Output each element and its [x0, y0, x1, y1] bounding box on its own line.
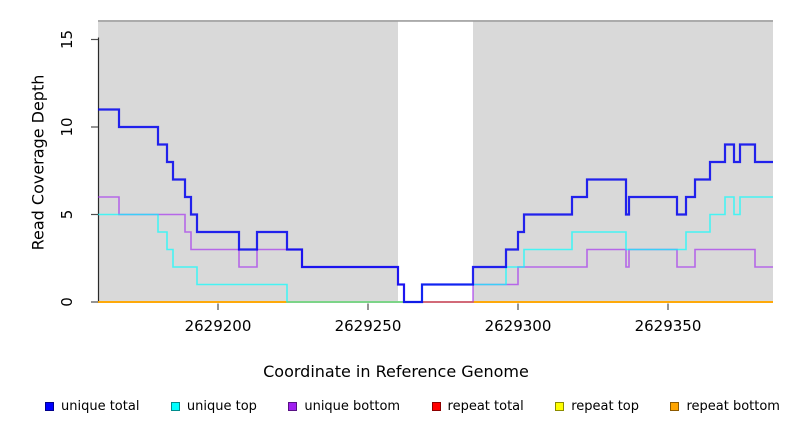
legend-label: unique top	[186, 399, 257, 414]
legend-item-repeat-total: repeat total	[431, 399, 524, 414]
series-unique-top	[98, 196, 773, 303]
legend-swatch-icon	[555, 402, 565, 411]
y-tick-label: 15	[58, 30, 76, 49]
y-tick-label: 10	[58, 117, 76, 136]
y-tick-label: 5	[58, 210, 76, 220]
legend: unique total unique top unique bottom repea…	[45, 399, 780, 414]
x-tick-label: 2629200	[185, 317, 252, 335]
legend-label: unique bottom	[304, 399, 401, 414]
series-unique-total	[98, 108, 773, 304]
legend-label: repeat top	[571, 399, 639, 414]
series-unique-bottom	[98, 196, 773, 303]
legend-item-repeat-bottom: repeat bottom	[670, 399, 780, 414]
legend-swatch-icon	[288, 402, 298, 411]
x-tick-label: 2629350	[635, 317, 702, 335]
masked-gap-band	[398, 21, 473, 303]
legend-label: repeat total	[447, 399, 524, 414]
legend-label: unique total	[61, 399, 140, 414]
legend-swatch-icon	[431, 402, 441, 411]
legend-label: repeat bottom	[686, 399, 780, 414]
legend-item-unique-bottom: unique bottom	[288, 399, 400, 414]
x-tick-label: 2629300	[485, 317, 552, 335]
legend-swatch-icon	[45, 402, 54, 411]
legend-item-repeat-top: repeat top	[555, 399, 639, 414]
y-axis-label: Read Coverage Depth	[28, 74, 48, 251]
legend-swatch-icon	[170, 402, 180, 411]
x-axis-label: Coordinate in Reference Genome	[263, 362, 529, 381]
legend-item-unique-total: unique total	[45, 399, 139, 414]
series-group	[98, 108, 773, 304]
legend-item-unique-top: unique top	[170, 399, 257, 414]
legend-swatch-icon	[670, 402, 680, 411]
x-tick-label: 2629250	[335, 317, 402, 335]
y-tick-label: 0	[58, 297, 76, 307]
